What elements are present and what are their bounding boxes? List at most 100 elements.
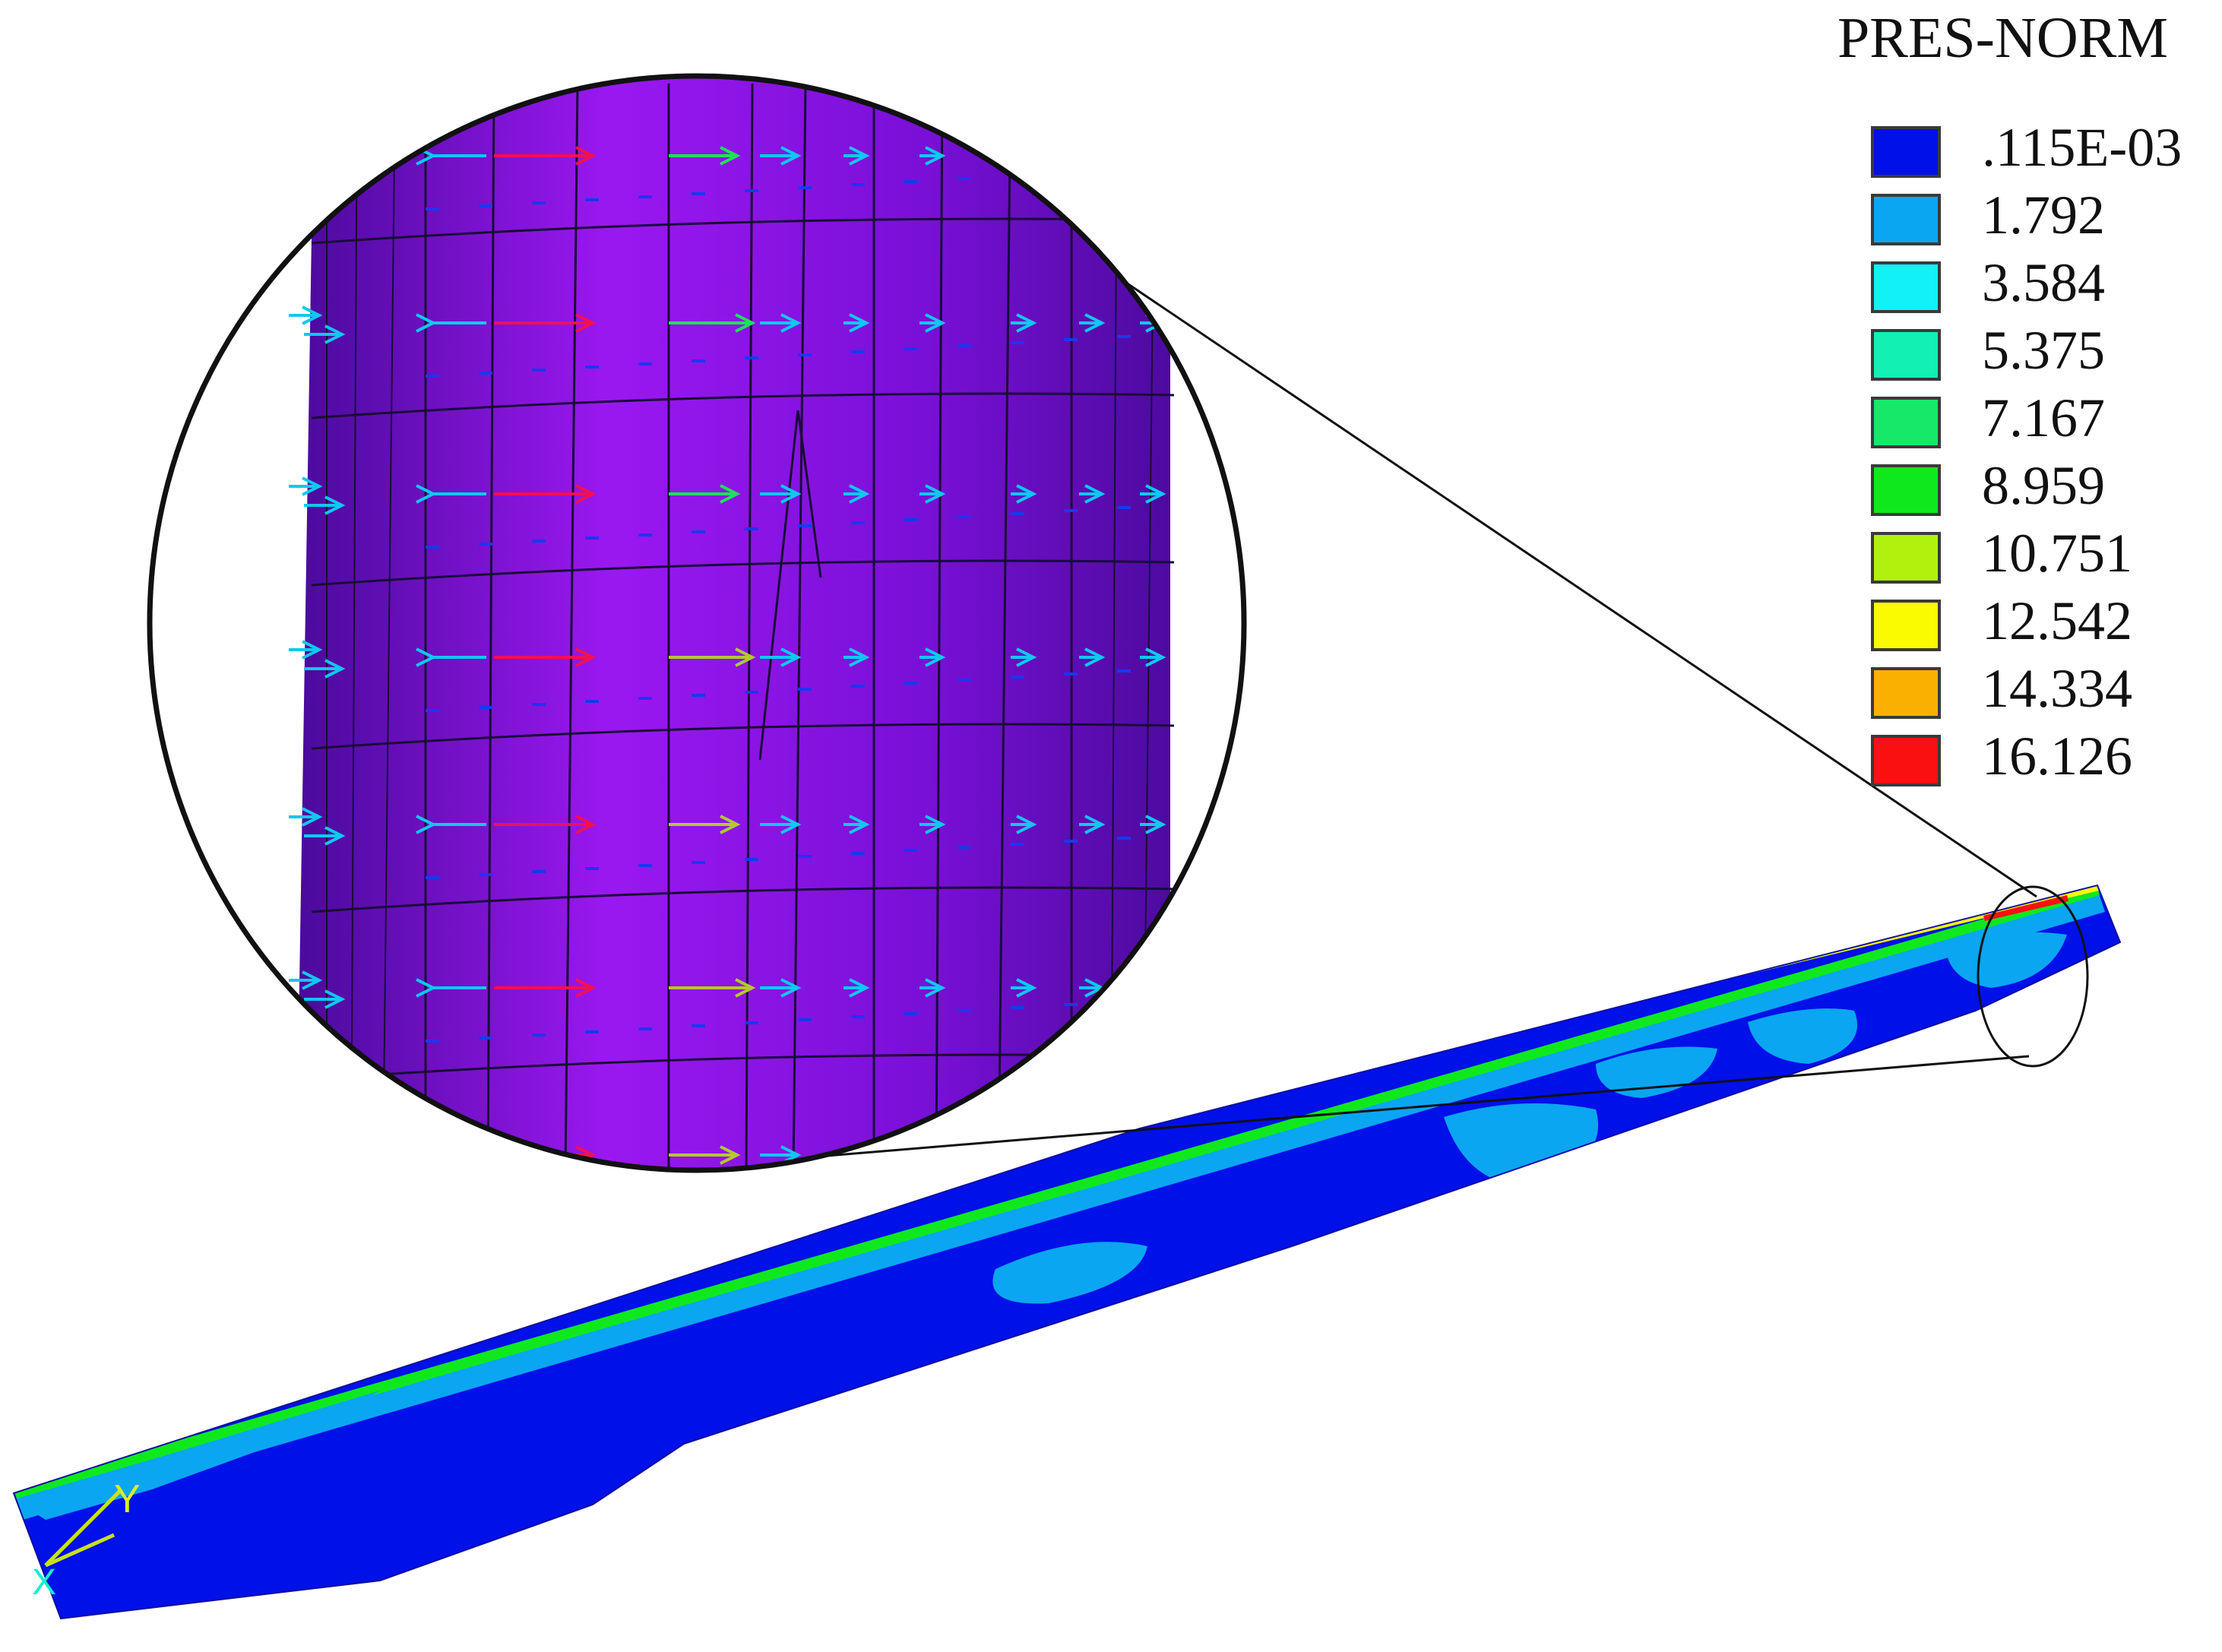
vector-arrow <box>920 484 946 504</box>
vector-arrow <box>669 647 756 667</box>
vector-arrow <box>760 815 802 834</box>
legend-label: 7.167 <box>1982 388 2105 448</box>
triad-y-label: Y <box>114 1477 141 1521</box>
vector-arrow <box>1011 815 1037 834</box>
blade-outline <box>12 884 2122 1620</box>
vector-arrow <box>760 647 802 667</box>
legend-swatch <box>1871 194 1941 245</box>
vector-arrow <box>1140 146 1166 166</box>
vector-arrow <box>494 647 597 667</box>
legend-swatch <box>1871 126 1941 178</box>
legend-label: .115E-03 <box>1982 117 2182 178</box>
vector-arrow <box>844 978 870 998</box>
legend-item: 8.959 <box>1871 455 2220 521</box>
blade-light-patch-3 <box>1596 1046 1717 1098</box>
blade-light-patch-1 <box>992 1242 1147 1304</box>
triad-x-label: X <box>32 1562 56 1603</box>
vector-arrow <box>304 659 346 679</box>
legend-label: 10.751 <box>1982 523 2132 584</box>
vector-arrow <box>289 970 323 990</box>
vector-arrow <box>289 138 323 158</box>
vector-arrow <box>669 484 741 504</box>
blade-leading-edge-cyan-band <box>14 889 2105 1520</box>
vector-arrow <box>844 146 870 166</box>
legend-label: 8.959 <box>1982 455 2105 516</box>
legend-swatch <box>1871 600 1941 651</box>
vector-arrow <box>844 313 870 333</box>
legend-label: 14.334 <box>1982 658 2132 719</box>
triad-x-axis <box>44 1533 116 1568</box>
zoom-vector-arrows <box>289 138 1166 1170</box>
vector-arrow <box>494 146 597 166</box>
vector-arrow <box>289 305 323 325</box>
vector-arrow <box>416 815 486 834</box>
vector-arrow <box>304 495 346 515</box>
legend-label: 3.584 <box>1982 252 2105 313</box>
vector-arrow <box>920 1145 946 1165</box>
legend-item: 14.334 <box>1871 658 2220 723</box>
vector-arrow <box>669 146 741 166</box>
vector-arrow <box>304 989 346 1009</box>
vector-arrow <box>494 484 597 504</box>
legend-item: 5.375 <box>1871 320 2220 385</box>
vector-arrow <box>920 146 946 166</box>
vector-arrow <box>304 826 346 846</box>
vector-arrow <box>920 313 946 333</box>
vector-arrow <box>920 815 946 834</box>
vector-arrow <box>1140 815 1166 834</box>
vector-arrow <box>669 1145 741 1165</box>
vector-arrow <box>920 978 946 998</box>
legend-swatch <box>1871 735 1941 786</box>
zoom-detail <box>147 73 1247 1173</box>
connector-line-top <box>1056 234 2037 898</box>
triad-y-axis <box>44 1488 123 1567</box>
mesh-line <box>311 217 1175 245</box>
vector-arrow <box>760 146 802 166</box>
turbine-blade <box>12 884 2122 1620</box>
vector-arrow <box>760 484 802 504</box>
vector-arrow <box>669 313 756 333</box>
mesh-line <box>997 83 1012 1170</box>
vector-arrow <box>494 978 597 998</box>
mesh-line <box>311 559 1175 587</box>
vector-arrow <box>1079 647 1106 667</box>
vector-arrow <box>844 484 870 504</box>
vector-arrow <box>289 807 323 827</box>
legend-swatch <box>1871 397 1941 448</box>
vector-arrow <box>920 647 946 667</box>
blade-tip-red-band <box>1983 895 2068 921</box>
legend-label: 12.542 <box>1982 590 2132 651</box>
vector-arrow <box>289 640 323 660</box>
vector-arrow <box>1011 146 1037 166</box>
vector-arrow <box>1140 484 1166 504</box>
legend-item: 1.792 <box>1871 185 2220 250</box>
mesh-line <box>382 83 396 1170</box>
legend-label: 5.375 <box>1982 320 2105 381</box>
zoom-circle-frame <box>147 73 1247 1173</box>
mesh-line <box>758 410 799 761</box>
zoom-region-ellipse <box>1977 885 2089 1068</box>
legend-item: .115E-03 <box>1871 117 2220 182</box>
vector-arrow <box>304 1157 346 1170</box>
mesh-line <box>311 392 1175 419</box>
mesh-line <box>311 723 1175 750</box>
mesh-line <box>796 410 822 578</box>
vector-arrow <box>1079 484 1106 504</box>
legend-label: 16.126 <box>1982 726 2132 786</box>
vector-arrow <box>416 978 486 998</box>
vector-arrow <box>494 313 597 333</box>
zoom-connectors <box>744 234 2089 1164</box>
vector-arrow <box>1011 1145 1037 1165</box>
legend-item: 7.167 <box>1871 388 2220 453</box>
blade-light-patch-4 <box>1748 1008 1857 1064</box>
legend-label: 1.792 <box>1982 185 2105 245</box>
legend-swatch <box>1871 329 1941 381</box>
vector-arrow <box>844 815 870 834</box>
legend-item: 16.126 <box>1871 726 2220 791</box>
blade-light-patch-5 <box>1945 932 2067 988</box>
legend-item: 3.584 <box>1871 252 2220 318</box>
legend-item: 10.751 <box>1871 523 2220 588</box>
vector-arrow <box>304 157 346 177</box>
vector-arrow <box>1140 978 1166 998</box>
